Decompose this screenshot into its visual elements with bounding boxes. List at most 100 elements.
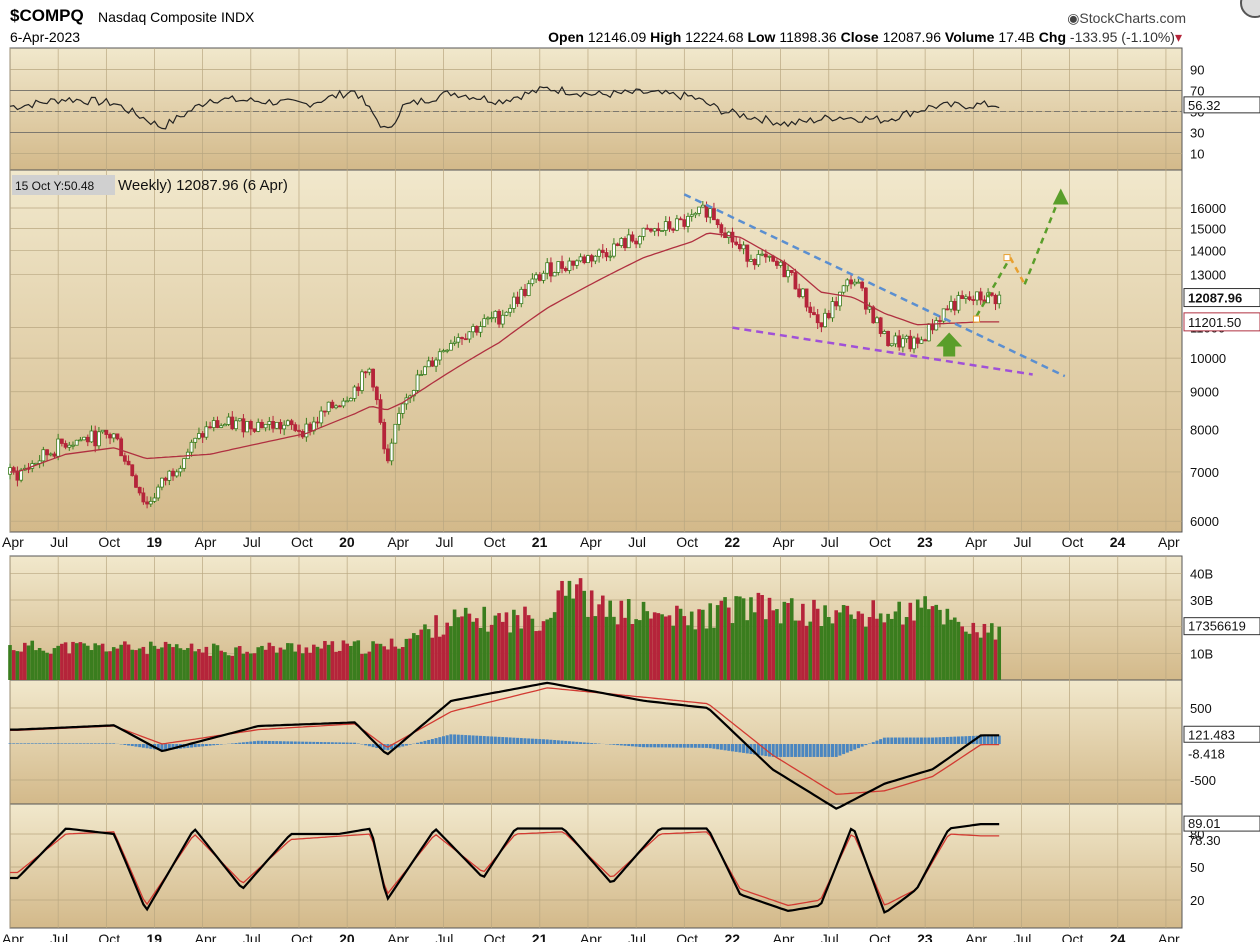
volume-bar [719,600,724,680]
volume-bar [993,639,998,680]
volume-bar [475,618,479,680]
volume-bar [938,609,942,680]
volume-bar [200,652,205,680]
macd-histogram-bar [945,736,949,744]
volume-bar [63,642,68,680]
price-candle [167,470,172,481]
volume-bar [563,595,568,680]
volume-bar [263,649,268,680]
volume-bar [208,655,212,680]
macd-histogram-bar [127,744,131,746]
price-candle [826,312,831,319]
x-axis-label: Apr [965,534,987,550]
volume-bar [460,616,464,680]
macd-histogram-bar [330,742,334,744]
close-icon[interactable] [1240,0,1260,18]
price-candle [537,274,542,281]
volume-bar [964,631,968,680]
macd-histogram-bar [430,739,434,744]
chart-header: $COMPQ Nasdaq Composite INDX 6-Apr-2023 … [0,0,1260,46]
volume-bar [371,641,375,680]
x-axis-label: Apr [387,534,409,550]
price-candle [319,410,324,424]
rsi-value-box [1183,96,1260,114]
macd-histogram-bar [34,743,38,744]
price-candle [78,439,83,442]
price-candle [452,341,457,344]
price-candle [634,240,639,245]
price-tick-label: 16000 [1190,201,1226,216]
price-tick-label: 13000 [1190,267,1226,282]
price-tick-label: 15000 [1190,222,1226,237]
price-candle [174,471,179,477]
volume-bar [541,621,546,680]
volume-bar [86,645,90,680]
projection-second-leg [1023,195,1062,285]
macd-histogram-bar [215,744,219,745]
price-candle [926,323,931,342]
legend-prefix-box [12,175,115,195]
volume-bar [986,632,990,680]
price-candle [623,238,627,249]
macd-histogram-bar [931,737,935,744]
macd-histogram-bar [553,740,557,744]
ohlc-summary: Open 12146.09 High 12224.68 Low 11898.36… [548,29,1182,46]
volume-bar [115,648,120,680]
macd-histogram-bar [697,744,701,748]
volume-bar [723,597,727,680]
price-candle [526,283,531,296]
volume-bar [171,647,175,680]
volume-bar [801,603,805,680]
volume-bar [400,647,405,680]
macd-histogram-bar [197,744,201,747]
price-candle [163,477,168,481]
price-candle [574,260,579,266]
price-candle [949,300,953,310]
price-candle [571,260,576,266]
volume-bar [615,624,620,680]
price-tick-label: 14000 [1190,244,1226,259]
price-candle [986,292,991,304]
volume-bar [512,609,516,680]
price-candle [615,243,620,246]
volume-bar [463,607,468,680]
chg-label: Chg [1038,29,1067,45]
x-axis-label-bottom: Apr [1158,931,1180,942]
price-candle [297,430,301,432]
macd-histogram-bar [730,744,734,752]
volume-bar [315,646,320,680]
price-candle [849,279,853,285]
price-candle [271,421,275,429]
macd-histogram-bar [994,735,998,744]
macd-histogram-bar [56,743,60,744]
price-candle [89,430,94,443]
volume-value-label: 17356619 [1188,619,1246,634]
volume-bar [975,632,979,680]
macd-histogram-bar [960,736,964,744]
volume-bar [174,644,179,680]
price-candle [267,421,272,425]
macd-histogram-bar [582,742,586,744]
macd-histogram-bar [93,743,97,744]
price-candle [386,448,390,462]
brand-label[interactable]: ◉StockCharts.com [1067,10,1186,26]
x-axis-label-bottom: 20 [339,931,355,942]
price-candle [222,424,227,427]
volume-bar [434,615,438,680]
price-candle [663,221,668,231]
x-axis-label: Apr [773,534,795,550]
volume-bar [760,595,764,680]
price-candle [330,401,335,409]
high-label: High [650,29,682,45]
volume-bar [456,617,461,680]
macd-histogram-bar [745,744,749,754]
macd-histogram-bar [149,744,153,749]
price-candle [304,423,309,438]
volume-bar [26,645,31,680]
volume-bar [738,596,742,680]
price-candle [41,449,46,462]
macd-histogram-bar [501,737,505,744]
macd-histogram-bar [138,744,142,748]
price-candle [204,426,209,438]
macd-histogram-bar [60,743,64,744]
